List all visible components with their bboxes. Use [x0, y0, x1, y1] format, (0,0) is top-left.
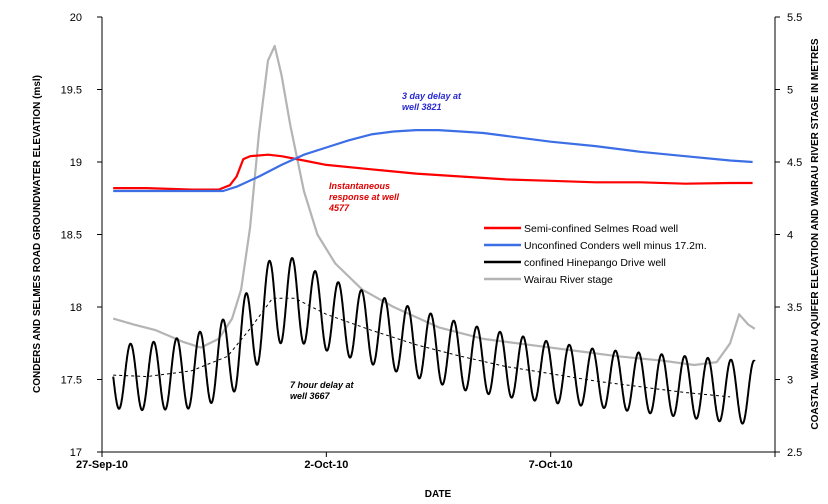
left-axis-ticks: 17 17.5 18 18.5 19 19.5 20 — [61, 12, 102, 459]
svg-text:3 day delay at: 3 day delay at — [402, 91, 462, 101]
x-tick-label: 2-Oct-10 — [304, 459, 348, 471]
trend-dashed-line — [113, 297, 731, 398]
legend: Semi-confined Selmes Road well Unconfine… — [484, 223, 707, 286]
x-axis-ticks: 27-Sep-10 2-Oct-10 7-Oct-10 — [76, 452, 776, 471]
series-layer — [112, 44, 756, 425]
right-tick-label: 5 — [787, 85, 793, 97]
left-tick-label: 17.5 — [61, 375, 82, 387]
svg-text:4577: 4577 — [328, 203, 350, 213]
right-axis-ticks: 2.5 3 3.5 4 4.5 5 5.5 — [775, 12, 802, 459]
left-axis-title: CONDERS AND SELMES ROAD GROUNDWATER ELEV… — [32, 75, 43, 393]
right-tick-label: 5.5 — [787, 12, 802, 24]
annotation-3-day-delay: 3 day delay at well 3821 — [402, 91, 462, 112]
left-tick-label: 19 — [70, 157, 82, 169]
series-line-selmes — [113, 153, 753, 191]
right-tick-label: 2.5 — [787, 447, 802, 459]
right-tick-label: 4.5 — [787, 157, 802, 169]
svg-text:well 3821: well 3821 — [402, 102, 442, 112]
right-axis-title: COASTAL WAIRAU AQUIFER ELEVATION AND WAI… — [810, 38, 821, 429]
left-tick-label: 17 — [70, 447, 82, 459]
legend-label-selmes: Semi-confined Selmes Road well — [524, 223, 678, 235]
series-line-hinepango — [112, 257, 756, 425]
right-tick-label: 4 — [787, 230, 793, 242]
x-axis-title: DATE — [425, 489, 452, 500]
x-tick-label: 27-Sep-10 — [76, 459, 128, 471]
left-tick-label: 18.5 — [61, 230, 82, 242]
legend-label-hinepango: confined Hinepango Drive well — [524, 257, 666, 269]
series-line-conders — [113, 129, 753, 193]
left-tick-label: 19.5 — [61, 85, 82, 97]
svg-text:7 hour delay at: 7 hour delay at — [290, 380, 355, 390]
right-tick-label: 3 — [787, 375, 793, 387]
svg-text:well 3667: well 3667 — [290, 391, 331, 401]
left-tick-label: 20 — [70, 12, 82, 24]
right-tick-label: 3.5 — [787, 302, 802, 314]
annotation-instantaneous-response: Instantaneous response at well 4577 — [328, 181, 400, 213]
legend-label-conders: Unconfined Conders well minus 17.2m. — [524, 240, 707, 252]
left-tick-label: 18 — [70, 302, 82, 314]
svg-text:Instantaneous: Instantaneous — [329, 181, 390, 191]
annotation-7-hour-delay: 7 hour delay at well 3667 — [290, 380, 355, 401]
svg-text:response at well: response at well — [329, 192, 400, 202]
legend-label-wairau: Wairau River stage — [524, 274, 613, 286]
x-tick-label: 7-Oct-10 — [529, 459, 573, 471]
